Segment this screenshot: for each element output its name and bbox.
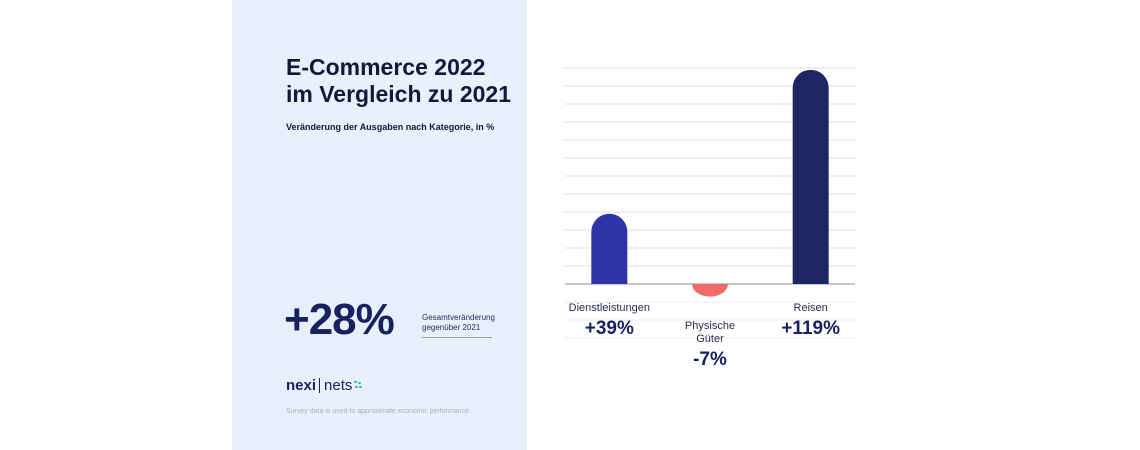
- dots-icon: [354, 380, 362, 391]
- footnote: Survey data is used to approximate econo…: [286, 408, 471, 415]
- bar-physische-g-ter: [692, 284, 728, 297]
- logo-nexi: nexi: [286, 377, 317, 394]
- category-label: Reisen: [794, 302, 828, 314]
- logo-divider: [319, 378, 321, 393]
- category-label: Güter: [696, 333, 724, 345]
- chart-grid: [565, 67, 855, 339]
- bar-dienstleistungen: [591, 213, 628, 284]
- category-label: Dienstleistungen: [569, 302, 650, 314]
- logo-nets: nets: [324, 377, 353, 394]
- chart-bars: [591, 69, 829, 297]
- bar-reisen: [792, 69, 829, 284]
- title-line-1: E-Commerce 2022: [286, 54, 486, 80]
- info-panel: E-Commerce 2022 im Vergleich zu 2021 Ver…: [232, 0, 527, 450]
- page-title: E-Commerce 2022 im Vergleich zu 2021: [286, 54, 516, 108]
- value-label: -7%: [693, 349, 727, 370]
- total-change-value: +28%: [284, 295, 395, 344]
- category-label: Physische: [685, 320, 735, 332]
- total-label-line-1: Gesamtveränderung: [422, 313, 495, 322]
- chart-subtitle: Veränderung der Ausgaben nach Kategorie,…: [286, 122, 495, 132]
- value-label: +39%: [585, 318, 634, 339]
- brand-logo: nexi nets: [286, 377, 362, 394]
- total-label-line-2: gegenüber 2021: [422, 323, 481, 332]
- total-change-label: Gesamtveränderung gegenüber 2021: [422, 313, 495, 338]
- value-label: +119%: [781, 318, 840, 339]
- title-line-2: im Vergleich zu 2021: [286, 81, 512, 107]
